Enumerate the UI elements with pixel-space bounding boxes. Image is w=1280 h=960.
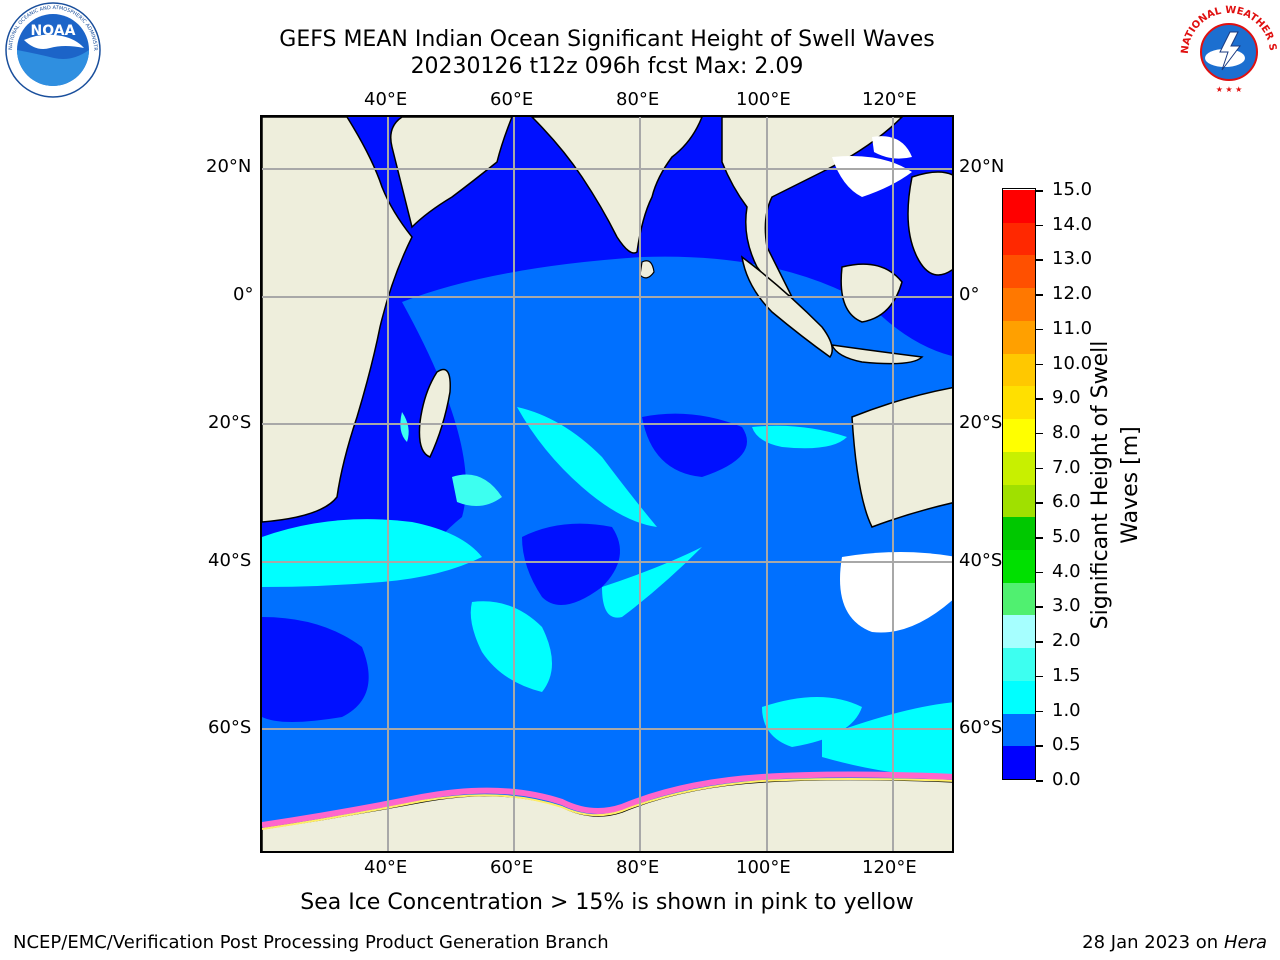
footer-machine: Hera — [1223, 932, 1267, 953]
colorbar-tick-label: 1.0 — [1052, 699, 1081, 721]
lat-tick-left: 60°S — [208, 717, 252, 738]
colorbar-tick-mark — [1036, 259, 1043, 261]
colorbar-tick-label: 4.0 — [1052, 560, 1081, 582]
lat-tick-right: 0° — [959, 284, 980, 305]
lon-tick-bottom: 40°E — [364, 857, 408, 878]
colorbar-segment — [1003, 614, 1035, 649]
lon-tick-top: 40°E — [364, 89, 408, 110]
colorbar-segment — [1003, 287, 1035, 321]
colorbar-segment — [1003, 320, 1035, 354]
footer-date: 28 Jan 2023 on Hera — [1082, 932, 1267, 953]
colorbar-tick-label: 2.0 — [1052, 630, 1081, 652]
nws-logo: NATIONAL WEATHER SERVICE ★ ★ ★ — [1180, 2, 1278, 96]
colorbar-tick-label: 13.0 — [1052, 248, 1093, 270]
svg-text:NOAA: NOAA — [31, 23, 76, 39]
colorbar-tick-mark — [1036, 467, 1043, 470]
lon-tick-top: 60°E — [490, 89, 534, 110]
lat-tick-right: 60°S — [959, 717, 1003, 738]
colorbar-tick-mark — [1036, 675, 1043, 678]
colorbar-segment — [1003, 222, 1035, 256]
map-subtitle: 20230126 t12z 096h fcst Max: 2.09 — [410, 54, 804, 79]
lon-tick-top: 100°E — [736, 89, 791, 110]
colorbar-tick-mark — [1036, 571, 1043, 574]
colorbar-tick-mark — [1036, 537, 1043, 539]
lat-tick-left: 20°S — [208, 412, 252, 433]
lat-tick-right: 20°N — [959, 156, 1005, 177]
lon-tick-bottom: 60°E — [490, 857, 534, 878]
colorbar-title-line2: Waves [m] — [1118, 426, 1143, 544]
colorbar-tick-label: 5.0 — [1052, 526, 1081, 548]
colorbar-tick-label: 0.5 — [1052, 734, 1081, 756]
colorbar-tick-label: 1.5 — [1052, 664, 1081, 686]
colorbar-tick-mark — [1036, 641, 1043, 643]
lon-tick-bottom: 100°E — [736, 857, 791, 878]
colorbar-tick-label: 6.0 — [1052, 491, 1081, 513]
colorbar-tick-mark — [1036, 398, 1043, 400]
lon-tick-bottom: 80°E — [616, 857, 660, 878]
colorbar-tick-label: 15.0 — [1052, 179, 1093, 200]
lat-tick-left: 40°S — [208, 550, 252, 571]
colorbar-tick-label: 7.0 — [1052, 456, 1081, 478]
colorbar-tick-mark — [1036, 190, 1043, 192]
colorbar-segment — [1003, 484, 1035, 518]
colorbar-tick-mark — [1036, 294, 1043, 296]
lat-tick-right: 40°S — [959, 550, 1003, 571]
colorbar-tick-label: 3.0 — [1052, 595, 1081, 617]
map-title: GEFS MEAN Indian Ocean Significant Heigh… — [279, 27, 935, 52]
svg-text:★ ★ ★: ★ ★ ★ — [1216, 85, 1243, 94]
colorbar-segment — [1003, 385, 1035, 420]
colorbar-tick-mark — [1036, 710, 1043, 713]
colorbar-tick-mark — [1036, 224, 1043, 227]
colorbar-title: Significant Height of Swell Waves [m] — [1086, 341, 1146, 630]
colorbar-tick-mark — [1036, 606, 1043, 608]
colorbar-segment — [1003, 353, 1035, 387]
lat-tick-left: 0° — [233, 284, 254, 305]
colorbar-tick-label: 0.0 — [1052, 769, 1081, 790]
colorbar-segment — [1003, 713, 1035, 747]
map-canvas — [262, 117, 952, 851]
colorbar-tick-label: 11.0 — [1052, 317, 1093, 339]
colorbar-segment — [1003, 745, 1035, 779]
colorbar-tick-mark — [1036, 780, 1043, 782]
footer-date-text: 28 Jan 2023 on — [1082, 932, 1224, 953]
colorbar-tick-mark — [1036, 745, 1043, 747]
colorbar-segment — [1003, 189, 1035, 223]
colorbar-tick-label: 10.0 — [1052, 352, 1093, 374]
colorbar-tick-label: 9.0 — [1052, 387, 1081, 409]
colorbar-segment — [1003, 418, 1035, 452]
lat-tick-right: 20°S — [959, 412, 1003, 433]
colorbar-tick-mark — [1036, 502, 1043, 504]
colorbar-segment — [1003, 451, 1035, 485]
colorbar-tick-label: 12.0 — [1052, 283, 1093, 305]
colorbar-title-line1: Significant Height of Swell — [1088, 340, 1113, 630]
colorbar-segment — [1003, 549, 1035, 583]
colorbar-segment — [1003, 254, 1035, 289]
lon-tick-top: 120°E — [862, 89, 917, 110]
swell-height-map — [260, 115, 954, 853]
colorbar-segment — [1003, 680, 1035, 714]
colorbar-segment — [1003, 647, 1035, 681]
colorbar-tick-mark — [1036, 363, 1043, 366]
colorbar-tick-label: 8.0 — [1052, 421, 1081, 443]
footer-credit: NCEP/EMC/Verification Post Processing Pr… — [13, 932, 609, 953]
colorbar-segment — [1003, 582, 1035, 616]
noaa-logo: NOAA NATIONAL OCEANIC AND ATMOSPHERIC AD… — [2, 2, 101, 98]
colorbar-segment — [1003, 516, 1035, 550]
colorbar-tick-mark — [1036, 328, 1043, 331]
colorbar — [1002, 188, 1036, 780]
lon-tick-top: 80°E — [616, 89, 660, 110]
lat-tick-left: 20°N — [206, 156, 252, 177]
colorbar-tick-mark — [1036, 432, 1043, 435]
sea-ice-caption: Sea Ice Concentration > 15% is shown in … — [300, 890, 914, 915]
colorbar-tick-label: 14.0 — [1052, 213, 1093, 235]
lon-tick-bottom: 120°E — [862, 857, 917, 878]
